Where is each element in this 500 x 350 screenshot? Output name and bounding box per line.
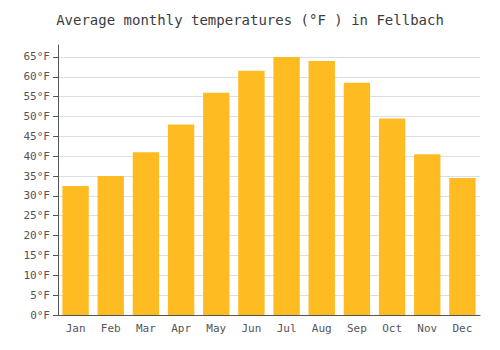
svg-text:Oct: Oct <box>382 322 402 335</box>
svg-text:45°F: 45°F <box>24 130 51 143</box>
svg-text:50°F: 50°F <box>24 110 51 123</box>
svg-text:Aug: Aug <box>312 322 332 335</box>
svg-text:Nov: Nov <box>417 322 437 335</box>
svg-text:15°F: 15°F <box>24 249 51 262</box>
svg-text:0°F: 0°F <box>30 309 50 322</box>
svg-text:Jul: Jul <box>277 322 297 335</box>
svg-text:Sep: Sep <box>347 322 367 335</box>
svg-text:Mar: Mar <box>136 322 156 335</box>
svg-text:60°F: 60°F <box>24 70 51 83</box>
svg-text:20°F: 20°F <box>24 229 51 242</box>
svg-text:30°F: 30°F <box>24 189 51 202</box>
svg-text:40°F: 40°F <box>24 150 51 163</box>
svg-text:10°F: 10°F <box>24 269 51 282</box>
svg-text:Apr: Apr <box>171 322 191 335</box>
svg-text:Average monthly temperatures (: Average monthly temperatures (°F ) in Fe… <box>56 12 444 28</box>
svg-text:35°F: 35°F <box>24 170 51 183</box>
svg-text:Jun: Jun <box>241 322 261 335</box>
svg-text:Dec: Dec <box>452 322 472 335</box>
svg-text:25°F: 25°F <box>24 209 51 222</box>
svg-text:Jan: Jan <box>66 322 86 335</box>
svg-text:May: May <box>206 322 226 335</box>
svg-text:55°F: 55°F <box>24 90 51 103</box>
svg-text:65°F: 65°F <box>24 50 51 63</box>
svg-text:Feb: Feb <box>101 322 121 335</box>
svg-text:5°F: 5°F <box>30 289 50 302</box>
